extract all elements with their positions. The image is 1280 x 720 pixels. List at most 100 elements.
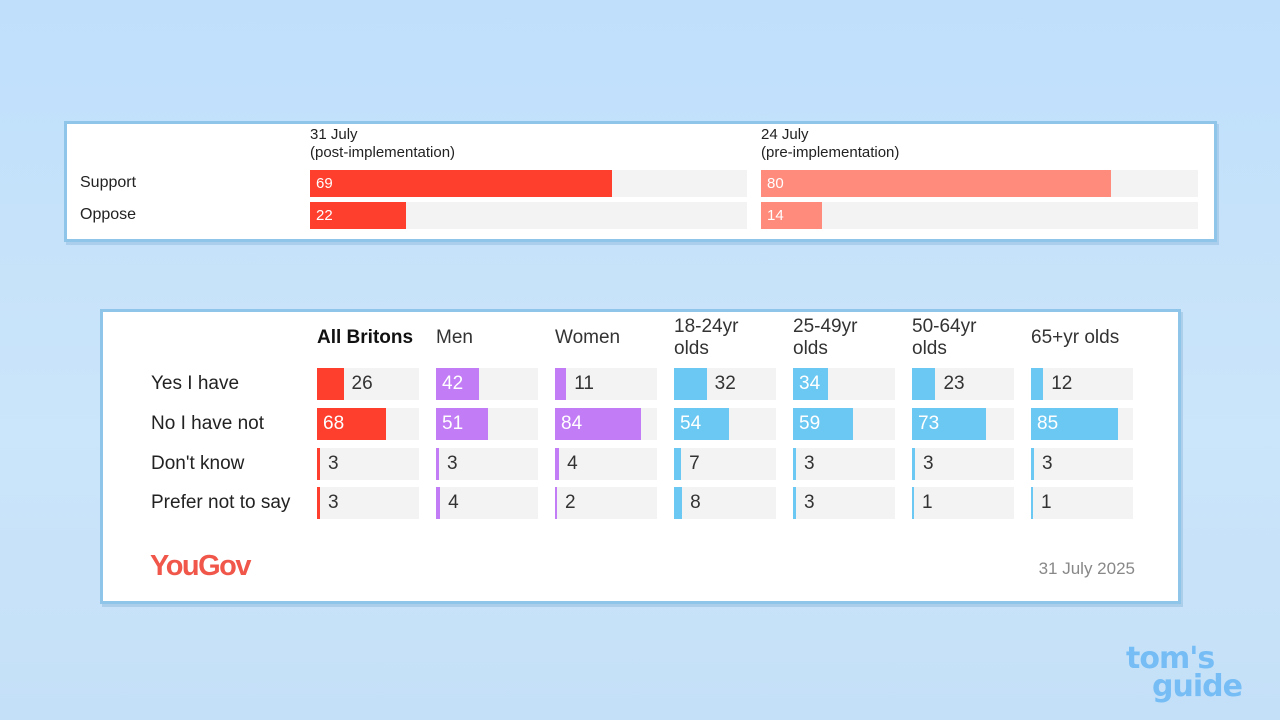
bar-track: 73 xyxy=(912,408,1014,440)
bar-track: 42 xyxy=(436,368,538,400)
column-header: 31 July xyxy=(310,126,358,143)
bar-track: 85 xyxy=(1031,408,1133,440)
bar xyxy=(793,448,797,480)
bar xyxy=(317,408,387,440)
bar xyxy=(1031,487,1033,519)
bar xyxy=(436,487,441,519)
bar-value-label: 68 xyxy=(323,413,345,434)
column-header: 25-49yr xyxy=(793,316,858,337)
yougov-logo: YouGov xyxy=(150,550,252,582)
bar-track: 7 xyxy=(674,448,776,480)
bar-value-label: 84 xyxy=(561,413,583,434)
bar-track: 23 xyxy=(912,368,1014,400)
bar-track: 3 xyxy=(1031,448,1133,480)
column-header: 50-64yr xyxy=(912,316,977,337)
bar-value-label: 2 xyxy=(565,492,576,513)
bar-value-label: 42 xyxy=(442,373,464,394)
bar xyxy=(555,487,558,519)
bar xyxy=(317,487,321,519)
bar-value-label: 69 xyxy=(316,175,333,192)
bar xyxy=(310,202,407,229)
bar-value-label: 3 xyxy=(923,453,934,474)
bar xyxy=(317,368,344,400)
bar-value-label: 32 xyxy=(714,373,736,394)
bar-value-label: 14 xyxy=(767,207,784,224)
bar xyxy=(555,448,560,480)
bar-value-label: 22 xyxy=(316,207,333,224)
bar-value-label: 23 xyxy=(943,373,965,394)
bar-track: 3 xyxy=(793,448,895,480)
bar-track: 84 xyxy=(555,408,657,440)
bar xyxy=(436,368,479,400)
bar-track: 34 xyxy=(793,368,895,400)
bar-track: 3 xyxy=(436,448,538,480)
bar-track: 69 xyxy=(310,170,747,197)
bar-value-label: 3 xyxy=(804,453,815,474)
row-label: Yes I have xyxy=(151,373,240,394)
column-header: 65+yr olds xyxy=(1031,327,1120,348)
bar xyxy=(912,408,987,440)
bar-track: 2 xyxy=(555,487,657,519)
bar xyxy=(912,448,916,480)
bar-value-label: 3 xyxy=(1042,453,1053,474)
bar xyxy=(436,408,489,440)
column-header: Men xyxy=(436,327,473,348)
row-label: Don't know xyxy=(151,453,245,474)
bar xyxy=(1031,448,1035,480)
bar-track: 59 xyxy=(793,408,895,440)
column-header: olds xyxy=(793,338,828,359)
chart-date: 31 July 2025 xyxy=(1038,559,1135,578)
row-label: No I have not xyxy=(151,413,265,434)
row-label: Support xyxy=(80,174,137,191)
support-oppose-chart: Support Oppose 31 July (post-implementation… xyxy=(64,121,1217,242)
bar-track: 8 xyxy=(674,487,776,519)
bar xyxy=(793,368,828,400)
toms-guide-logo: tom's guide xyxy=(1126,641,1243,704)
bar-track: 4 xyxy=(436,487,538,519)
column-header: Women xyxy=(555,327,621,348)
bar-value-label: 3 xyxy=(804,492,815,513)
bar xyxy=(1031,368,1044,400)
bar xyxy=(674,368,707,400)
bar-track: 3 xyxy=(793,487,895,519)
bar-value-label: 51 xyxy=(442,413,464,434)
bar-value-label: 1 xyxy=(1041,492,1052,513)
bar-track: 3 xyxy=(912,448,1014,480)
bar-track: 3 xyxy=(317,448,419,480)
bar-track: 26 xyxy=(317,368,419,400)
bar-track: 51 xyxy=(436,408,538,440)
bar-track: 68 xyxy=(317,408,419,440)
bar xyxy=(317,448,321,480)
bar xyxy=(674,448,682,480)
bar-track: 4 xyxy=(555,448,657,480)
bar xyxy=(1031,408,1118,440)
bar-value-label: 73 xyxy=(918,413,940,434)
bar-track: 1 xyxy=(912,487,1014,519)
bar xyxy=(793,487,797,519)
bar-value-label: 1 xyxy=(922,492,933,513)
bar-value-label: 26 xyxy=(351,373,373,394)
bar-track: 54 xyxy=(674,408,776,440)
column-header: (post-implementation) xyxy=(310,144,456,161)
column-header: 18-24yr xyxy=(674,316,739,337)
bar xyxy=(912,368,936,400)
column-header: olds xyxy=(912,338,947,359)
bar-value-label: 85 xyxy=(1037,413,1059,434)
bar-value-label: 3 xyxy=(328,492,339,513)
bar-value-label: 8 xyxy=(690,492,701,513)
bar-track: 32 xyxy=(674,368,776,400)
bar-value-label: 54 xyxy=(680,413,702,434)
demographics-chart: YouGov 31 July 2025 Yes I have No I have … xyxy=(100,309,1181,604)
bar-value-label: 3 xyxy=(328,453,339,474)
bar-value-label: 3 xyxy=(447,453,458,474)
bar xyxy=(555,408,641,440)
bar-value-label: 7 xyxy=(689,453,700,474)
bar-track: 11 xyxy=(555,368,657,400)
bar xyxy=(761,170,1111,197)
row-label: Prefer not to say xyxy=(151,492,291,513)
bar-track: 80 xyxy=(761,170,1198,197)
bar-value-label: 12 xyxy=(1051,373,1073,394)
bar xyxy=(310,170,612,197)
bar-track: 1 xyxy=(1031,487,1133,519)
bar xyxy=(436,448,440,480)
